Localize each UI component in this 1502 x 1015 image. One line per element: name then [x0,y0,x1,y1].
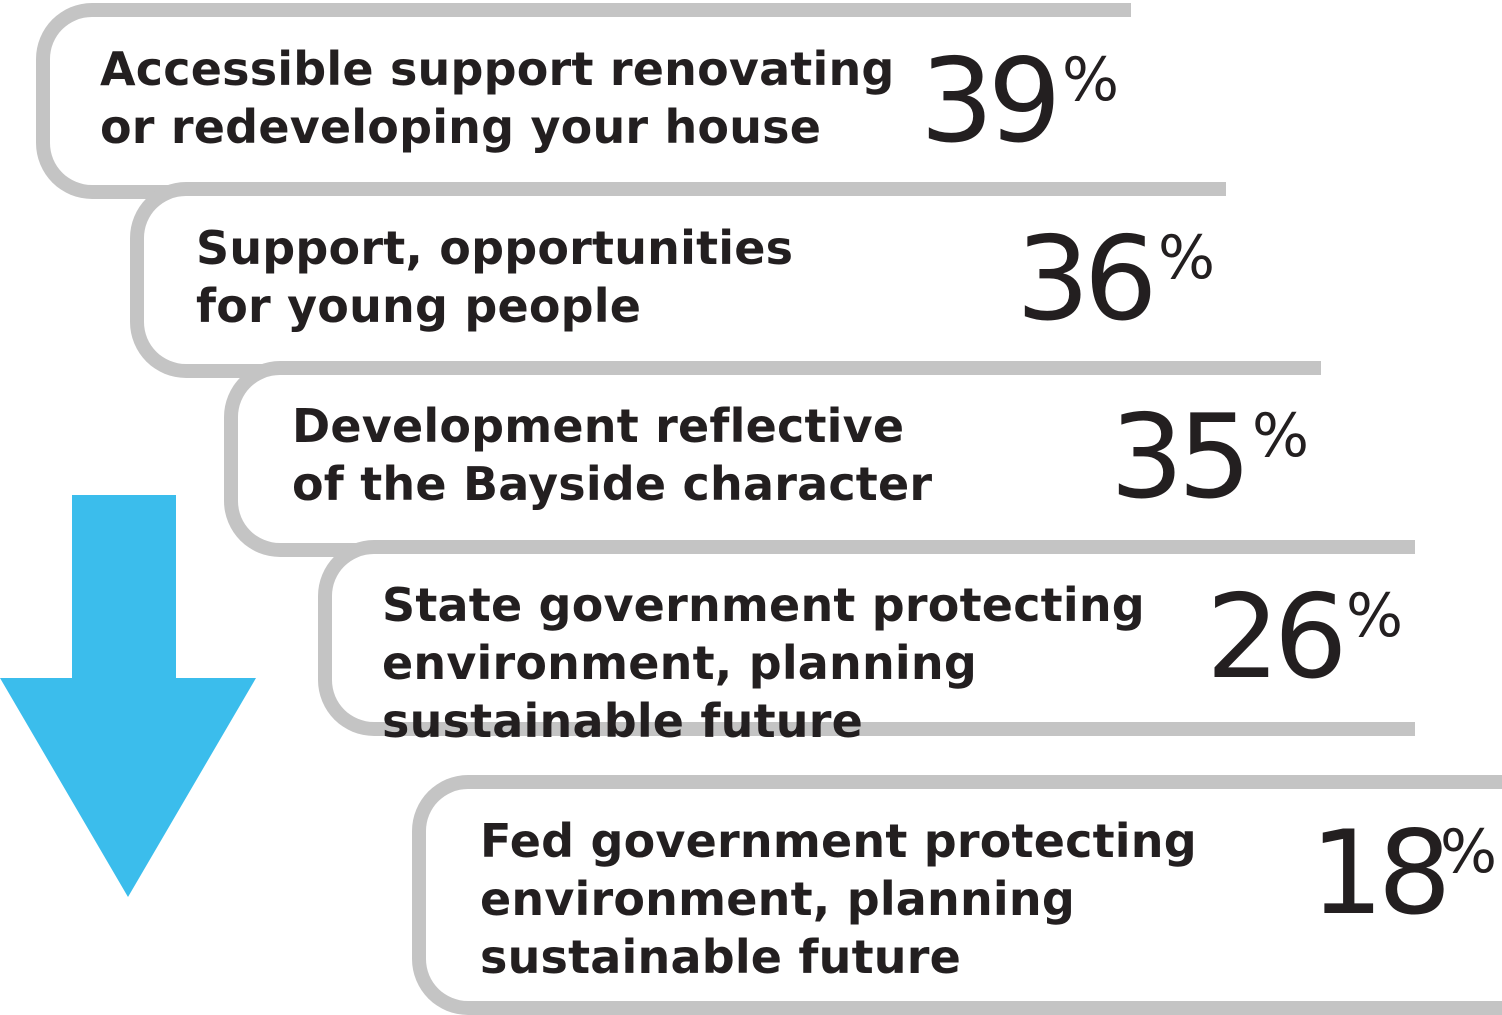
step-percent-5: % [1440,817,1498,887]
step-value-4: 26 [1206,570,1348,705]
step-label-3: Development reflective of the Bayside ch… [292,399,933,511]
step-value-2: 36 [1016,212,1158,347]
step-label-5: Fed government protecting environment, p… [480,814,1197,984]
step-percent-4: % [1346,581,1404,651]
step-value-5: 18 [1310,806,1452,941]
step-percent-3: % [1252,401,1310,471]
step-percent-1: % [1062,45,1120,115]
step-frame-4 [318,540,1415,736]
down-arrow-icon [0,495,256,897]
step-value-1: 39 [920,34,1062,169]
step-percent-2: % [1158,223,1216,293]
step-label-4: State government protecting environment,… [382,578,1145,748]
down-arrow-shape [0,495,256,897]
step-value-3: 35 [1110,390,1252,525]
step-label-1: Accessible support renovating or redevel… [100,42,895,154]
step-label-2: Support, opportunities for young people [196,221,794,333]
